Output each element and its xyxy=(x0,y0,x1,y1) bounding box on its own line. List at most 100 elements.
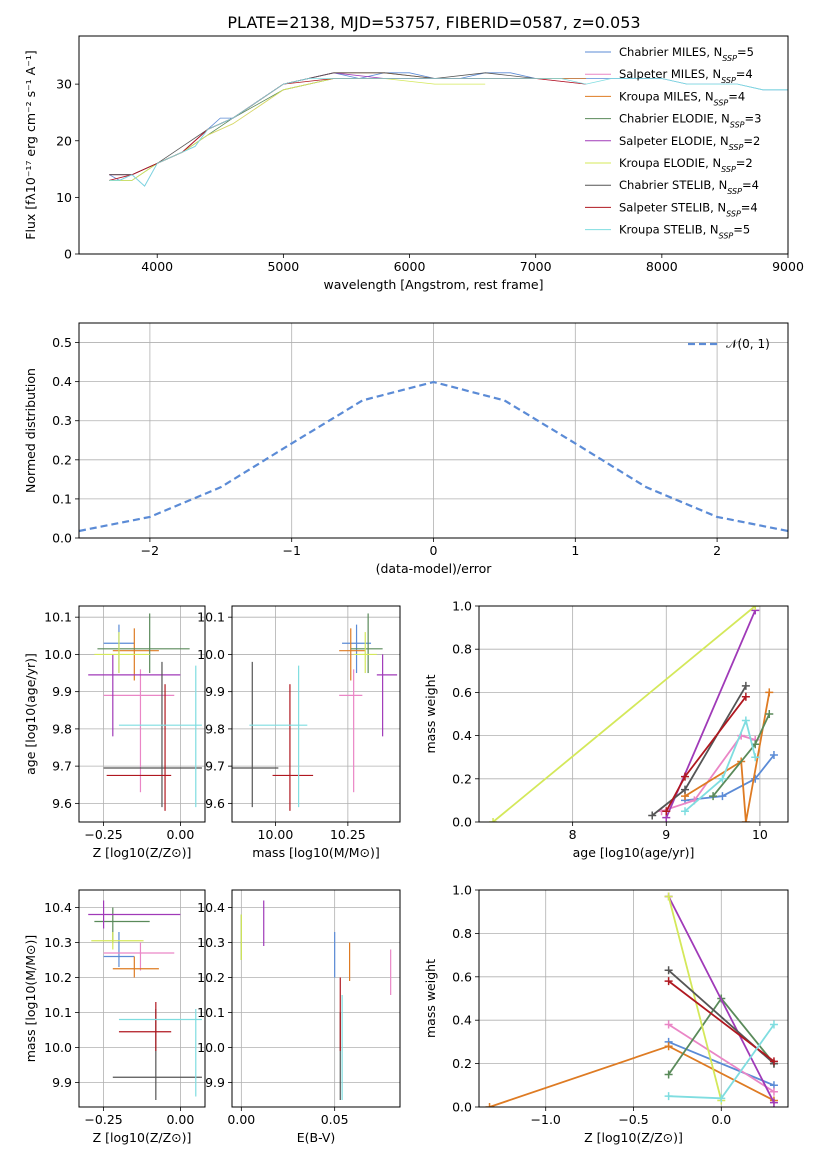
x-tick-label: 0.00 xyxy=(227,1112,255,1127)
legend-label: Salpeter ELODIE, NSSP=2 xyxy=(619,134,760,152)
y-tick-label: 9.9 xyxy=(52,684,72,699)
chart-age-vs-mass: 10.00 10.25 9.6 9.7 9.8 9.9 10.0 10.1 mass [log1… xyxy=(197,605,401,860)
y-tick-label: 10.1 xyxy=(197,610,225,625)
legend-label: Chabrier MILES, NSSP=5 xyxy=(619,45,754,63)
y-axis-label: mass weight xyxy=(423,959,438,1038)
x-axis-label: mass [log10(M/M⊙)] xyxy=(252,845,380,860)
y-tick-label: 0 xyxy=(64,247,72,262)
x-tick-label: −0.25 xyxy=(84,1112,122,1127)
x-axis-label: E(B-V) xyxy=(297,1130,336,1145)
x-axis-label: Z [log10(Z/Z⊙)] xyxy=(93,845,192,860)
y-tick-label: 9.9 xyxy=(52,1075,72,1090)
figure-title: PLATE=2138, MJD=53757, FIBERID=0587, z=0… xyxy=(227,13,640,32)
data-point xyxy=(662,807,671,816)
x-axis-label: wavelength [Angstrom, rest frame] xyxy=(323,277,543,292)
y-axis-label: Normed distribution xyxy=(23,368,38,493)
x-tick-label: 9 xyxy=(662,827,670,842)
y-tick-label: 0.4 xyxy=(452,1013,472,1028)
x-tick-label: 9000 xyxy=(772,259,804,274)
series-line xyxy=(684,754,775,802)
chart-age-vs-Z: −0.25 0.00 9.6 9.7 9.8 9.9 10.0 10.1 Z [log10(Z/… xyxy=(23,605,206,860)
x-tick-label: 5000 xyxy=(267,259,299,274)
y-tick-label: 9.6 xyxy=(205,796,225,811)
series-line xyxy=(667,896,723,1101)
y-tick-label: 10.3 xyxy=(44,935,72,950)
plot-frame xyxy=(478,605,789,823)
y-tick-label: 0.8 xyxy=(452,926,472,941)
x-tick-label: −0.5 xyxy=(618,1112,648,1127)
x-tick-label: 6000 xyxy=(394,259,426,274)
plot-area xyxy=(240,900,392,1100)
y-tick-label: 0.0 xyxy=(52,531,72,546)
plot-area xyxy=(88,613,202,811)
y-tick-label: 9.9 xyxy=(205,1075,225,1090)
data-point xyxy=(664,1092,673,1101)
legend-label: Kroupa ELODIE, NSSP=2 xyxy=(619,156,753,174)
y-tick-label: 20 xyxy=(56,133,72,148)
data-point xyxy=(681,807,689,816)
data-point xyxy=(681,772,689,781)
x-tick-label: 0.00 xyxy=(166,827,194,842)
data-point xyxy=(769,1098,778,1107)
y-tick-label: 0.8 xyxy=(452,642,472,657)
data-point xyxy=(769,751,778,760)
y-tick-label: 9.8 xyxy=(52,721,72,736)
y-tick-label: 9.6 xyxy=(52,796,72,811)
data-point xyxy=(751,774,760,783)
plot-area xyxy=(109,72,788,187)
x-tick-label: 10 xyxy=(752,827,768,842)
plot-area xyxy=(88,900,202,1100)
plot-area xyxy=(489,606,778,822)
y-tick-label: 10.2 xyxy=(197,970,225,985)
data-point xyxy=(664,1070,673,1079)
x-tick-label: 0.05 xyxy=(321,1112,349,1127)
y-tick-label: 10.4 xyxy=(44,900,72,915)
y-tick-label: 0.2 xyxy=(52,452,72,467)
y-tick-label: 9.7 xyxy=(52,759,72,774)
data-point xyxy=(741,692,750,701)
y-tick-label: 0.0 xyxy=(452,1100,472,1115)
chart-mass-weight-vs-age: 8 9 10 0.0 0.2 0.4 0.6 0.8 1.0 age [log10(age/yr)… xyxy=(423,599,789,860)
x-tick-label: −1.0 xyxy=(531,1112,561,1127)
plot-frame xyxy=(478,889,789,1108)
data-point xyxy=(741,681,750,690)
data-point xyxy=(751,606,760,610)
x-tick-label: 8 xyxy=(569,827,577,842)
x-tick-label: 7000 xyxy=(520,259,552,274)
chart-mass-vs-EBV: 0.00 0.05 9.9 10.0 10.1 10.2 10.3 10.4 E(B-V) xyxy=(197,889,401,1145)
y-tick-label: 10.4 xyxy=(197,900,225,915)
plot-frame xyxy=(78,889,206,1108)
chart-spectrum: 4000 5000 6000 7000 8000 9000 0 10 20 30 wavelengt… xyxy=(23,35,804,292)
data-point xyxy=(751,753,760,762)
data-point xyxy=(664,892,673,901)
data-point xyxy=(718,792,727,801)
data-point xyxy=(765,688,774,697)
y-tick-label: 10.0 xyxy=(44,647,72,662)
data-point xyxy=(769,1087,778,1096)
y-tick-label: 0.3 xyxy=(52,413,72,428)
x-tick-label: 0.0 xyxy=(711,1112,731,1127)
normal-curve xyxy=(79,380,788,533)
y-axis-label: mass [log10(M/M⊙)] xyxy=(23,935,38,1063)
data-point xyxy=(664,977,673,986)
chart-mass-vs-Z: −0.25 0.00 9.9 10.0 10.1 10.2 10.3 10.4 Z [log10… xyxy=(23,889,206,1145)
legend-label: Salpeter MILES, NSSP=4 xyxy=(619,67,753,85)
plot-frame xyxy=(231,889,401,1108)
y-tick-label: 10 xyxy=(56,190,72,205)
x-axis-label: age [log10(age/yr)] xyxy=(573,845,695,860)
plot-frame xyxy=(78,605,206,823)
x-tick-label: −2 xyxy=(141,543,159,558)
x-tick-label: 2 xyxy=(713,543,721,558)
legend-label: Chabrier STELIB, NSSP=4 xyxy=(619,178,759,196)
data-point xyxy=(664,1020,673,1029)
chart-residuals: −2 −1 0 1 2 0.0 0.1 0.2 0.3 0.4 0.5 (data-model)/er… xyxy=(23,322,789,576)
series-line xyxy=(492,606,756,822)
series-line xyxy=(109,78,788,187)
series-line xyxy=(661,734,756,813)
y-tick-label: 0.2 xyxy=(452,1056,472,1071)
plot-frame xyxy=(231,605,401,823)
data-point xyxy=(489,818,498,822)
y-tick-label: 0.5 xyxy=(52,335,72,350)
plot-area xyxy=(79,380,788,533)
